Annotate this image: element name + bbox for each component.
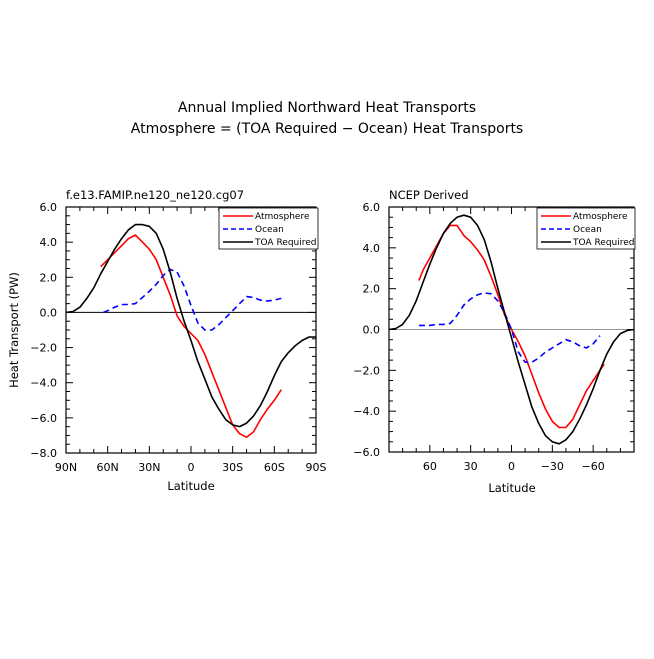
- left-chart-x-axis-label: Latitude: [167, 479, 214, 493]
- right-chart-y-tick-label: −4.0: [353, 405, 380, 418]
- right-chart-title: NCEP Derived: [389, 188, 469, 202]
- left-chart-y-tick-label: −8.0: [30, 447, 57, 460]
- right-chart-legend-label: Atmosphere: [573, 212, 628, 222]
- left-chart-x-tick-label: 30N: [138, 461, 160, 474]
- left-chart-y-tick-label: 6.0: [40, 201, 58, 214]
- right-chart-y-tick-label: −6.0: [353, 446, 380, 459]
- right-chart-y-tick-label: −2.0: [353, 364, 380, 377]
- left-chart-x-tick-label: 60N: [97, 461, 119, 474]
- right-chart-x-tick-label: 30: [464, 460, 478, 473]
- right-chart-y-tick-label: 4.0: [363, 242, 381, 255]
- left-chart-x-tick-label: 90N: [55, 461, 77, 474]
- left-chart-y-tick-label: 4.0: [40, 236, 58, 249]
- figure-title-line-1: Annual Implied Northward Heat Transports: [178, 100, 476, 116]
- right-chart-y-tick-label: 2.0: [363, 283, 381, 296]
- right-chart-y-tick-label: 0.0: [363, 324, 381, 337]
- right-chart-x-tick-label: 0: [508, 460, 515, 473]
- left-chart-title: f.e13.FAMIP.ne120_ne120.cg07: [66, 188, 244, 202]
- right-chart-x-tick-label: −60: [582, 460, 605, 473]
- left-chart-panel: f.e13.FAMIP.ne120_ne120.cg07 Heat Transp…: [7, 188, 327, 493]
- right-chart-y-tick-label: 6.0: [363, 201, 381, 214]
- left-chart-y-tick-label: −2.0: [30, 342, 57, 355]
- left-chart-y-axis-label: Heat Transport (PW): [7, 272, 21, 388]
- right-chart-x-tick-label: 60: [423, 460, 437, 473]
- left-chart-legend-label: TOA Required: [254, 238, 317, 248]
- left-chart-y-tick-label: 2.0: [40, 271, 58, 284]
- figure-title-line-2: Atmosphere = (TOA Required − Ocean) Heat…: [131, 121, 523, 137]
- left-chart-y-tick-label: −6.0: [30, 412, 57, 425]
- right-chart-series-atmosphere: [418, 224, 605, 429]
- right-chart-panel: NCEP Derived Latitude 6.0 4.0 2.0 0.0 −2.0 −4…: [353, 188, 636, 495]
- right-chart-legend-label: TOA Required: [572, 238, 635, 248]
- right-chart-series-ocean: [418, 291, 601, 364]
- left-chart-legend-label: Atmosphere: [255, 212, 310, 222]
- left-chart-x-tick-label: 90S: [306, 461, 327, 474]
- left-chart-x-tick-label: 30S: [222, 461, 243, 474]
- left-chart-y-tick-label: −4.0: [30, 377, 57, 390]
- left-chart-x-tick-label: 0: [188, 461, 195, 474]
- left-chart-y-tick-label: 0.0: [40, 306, 58, 319]
- left-chart-legend-label: Ocean: [255, 225, 284, 235]
- right-chart-legend-label: Ocean: [573, 225, 602, 235]
- left-chart-series-atmosphere: [100, 234, 282, 439]
- left-chart-x-tick-label: 60S: [264, 461, 285, 474]
- right-chart-x-axis-label: Latitude: [488, 481, 535, 495]
- right-chart-x-tick-label: −30: [541, 460, 564, 473]
- left-chart-series-toa-required: [65, 223, 316, 428]
- left-chart-series-ocean: [103, 268, 282, 331]
- left-chart-legend: Atmosphere Ocean TOA Required: [218, 207, 319, 250]
- right-chart-legend: Atmosphere Ocean TOA Required: [536, 207, 636, 250]
- right-chart-series-toa-required: [388, 214, 635, 445]
